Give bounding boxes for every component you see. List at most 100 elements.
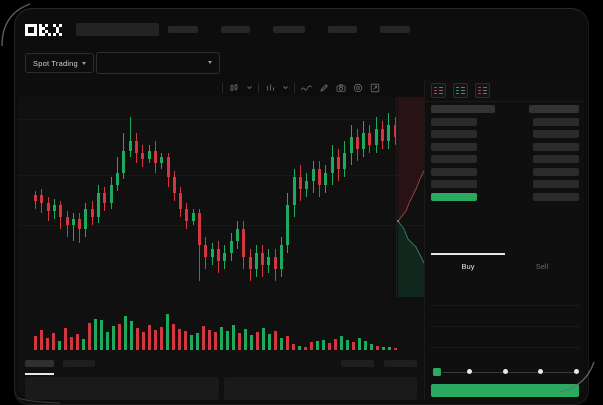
- orderbook-row[interactable]: [431, 130, 477, 138]
- orderbook-row[interactable]: [431, 192, 477, 201]
- order-field-row[interactable]: [431, 285, 579, 306]
- volume-bar: [136, 328, 139, 350]
- candle-body: [198, 213, 202, 245]
- candle-body: [311, 169, 315, 181]
- candle-body: [128, 141, 132, 151]
- volume-bar: [208, 330, 211, 350]
- orderbook-column-left[interactable]: [431, 105, 495, 205]
- orderbook-asks-icon[interactable]: [475, 83, 490, 98]
- orderbook-row[interactable]: [533, 192, 579, 201]
- volume-bar: [322, 340, 325, 350]
- gridline: [18, 225, 424, 226]
- volume-bar: [46, 338, 49, 350]
- tab-buy[interactable]: Buy: [461, 262, 475, 271]
- okx-logo[interactable]: [25, 24, 65, 36]
- volume-bar: [190, 335, 193, 350]
- candle-body: [349, 137, 353, 153]
- candle-body: [292, 177, 296, 205]
- chevron-down-icon[interactable]: [246, 84, 253, 91]
- orderbook-row[interactable]: [431, 142, 477, 151]
- line-chart-icon[interactable]: [301, 84, 312, 93]
- volume-bar: [142, 332, 145, 350]
- orderbook-row[interactable]: [533, 155, 579, 163]
- orderbook-row[interactable]: [533, 180, 579, 188]
- volume-bar: [286, 336, 289, 350]
- nav-item-4[interactable]: [328, 26, 357, 33]
- candlestick-icon[interactable]: [230, 83, 239, 92]
- volume-bar: [268, 334, 271, 350]
- volume-bar: [76, 334, 79, 350]
- pair-select[interactable]: [96, 52, 220, 74]
- tab-sell[interactable]: Sell: [535, 262, 549, 271]
- volume-bar: [64, 328, 67, 350]
- nav-item-1[interactable]: [168, 26, 198, 33]
- orderbook-row[interactable]: [431, 155, 477, 163]
- bottom-panel-left[interactable]: [25, 377, 219, 400]
- bottom-panels: [18, 377, 424, 400]
- toolbar-divider-1: [222, 83, 223, 93]
- orderbook-column-right[interactable]: [529, 105, 579, 205]
- orderbook-row[interactable]: [431, 117, 477, 126]
- candle-body: [153, 151, 157, 163]
- amount-percent-slider[interactable]: [433, 367, 579, 377]
- nav-item-3[interactable]: [273, 26, 305, 33]
- slider-handle[interactable]: [433, 368, 441, 376]
- orderbook-row[interactable]: [533, 117, 579, 126]
- order-field-row[interactable]: [431, 306, 579, 327]
- orderbook-row[interactable]: [431, 180, 477, 188]
- orderbook-row[interactable]: [533, 130, 579, 138]
- orderbook-row[interactable]: [529, 105, 579, 113]
- volume-bar: [358, 338, 361, 350]
- search-input[interactable]: [76, 23, 159, 36]
- candle-wick: [199, 209, 201, 281]
- bottom-tab-2[interactable]: [63, 360, 95, 367]
- nav-item-5[interactable]: [380, 26, 410, 33]
- order-field-row[interactable]: [431, 327, 579, 348]
- toolbar-divider-3: [294, 83, 295, 93]
- fullscreen-icon[interactable]: [370, 83, 380, 93]
- bottom-action-1[interactable]: [341, 360, 374, 367]
- bottom-panel-right[interactable]: [223, 377, 417, 400]
- volume-bar: [70, 337, 73, 350]
- volume-bar: [388, 347, 391, 350]
- volume-bar: [340, 336, 343, 350]
- trading-mode-selector[interactable]: Spot Trading: [25, 53, 94, 73]
- volume-bar: [370, 344, 373, 350]
- orderbook-row[interactable]: [533, 142, 579, 151]
- chevron-down-icon: [208, 61, 212, 64]
- bottom-action-2[interactable]: [384, 360, 417, 367]
- candle-wick: [129, 117, 131, 157]
- volume-bar: [346, 340, 349, 350]
- orderbook-row[interactable]: [533, 167, 579, 176]
- volume-bar: [232, 325, 235, 350]
- toolbar-divider-2: [258, 83, 259, 93]
- candle-body: [362, 133, 366, 149]
- candle-body: [242, 229, 246, 257]
- orderbook-row[interactable]: [431, 167, 477, 176]
- orderbook-both-icon[interactable]: [431, 83, 446, 98]
- slider-stop-50[interactable]: [503, 369, 508, 374]
- slider-stop-25[interactable]: [467, 369, 472, 374]
- volume-bar: [202, 326, 205, 350]
- order-form-fields: [431, 285, 579, 348]
- settings-icon[interactable]: [353, 83, 363, 93]
- candle-body: [97, 193, 101, 217]
- nav-item-2[interactable]: [221, 26, 250, 33]
- submit-order-button[interactable]: [431, 384, 579, 397]
- candle-body: [317, 169, 321, 185]
- orderbook-bids-icon[interactable]: [453, 83, 468, 98]
- volume-bar: [214, 332, 217, 350]
- pencil-icon[interactable]: [319, 83, 329, 93]
- volume-bar: [106, 332, 109, 350]
- slider-stop-75[interactable]: [538, 369, 543, 374]
- camera-icon[interactable]: [336, 83, 346, 93]
- orderbook-row[interactable]: [431, 105, 495, 113]
- slider-stop-100[interactable]: [574, 369, 579, 374]
- chevron-down-icon[interactable]: [282, 84, 289, 91]
- indicator-icon[interactable]: [266, 83, 275, 92]
- gridline: [18, 175, 424, 176]
- candle-body: [273, 257, 277, 269]
- bottom-tab-1[interactable]: [25, 360, 54, 367]
- candle-body: [210, 249, 214, 257]
- price-chart[interactable]: [18, 97, 424, 297]
